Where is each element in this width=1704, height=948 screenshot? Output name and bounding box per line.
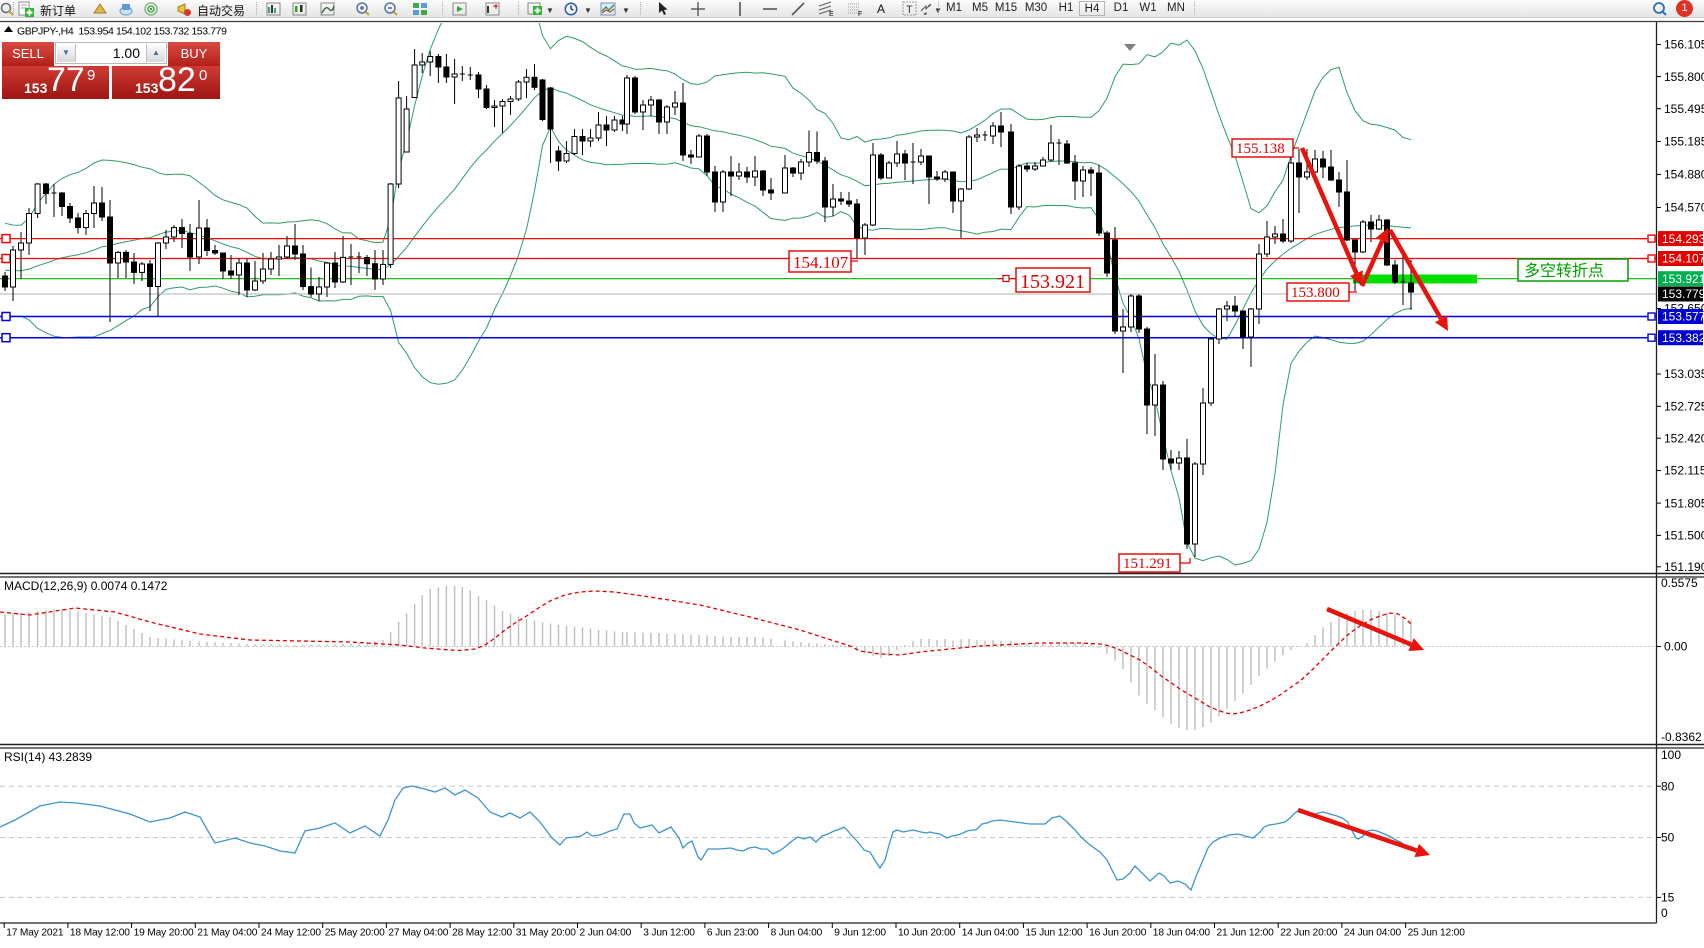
svg-text:155.185: 155.185 bbox=[1664, 135, 1704, 149]
svg-text:154.880: 154.880 bbox=[1664, 168, 1704, 182]
svg-text:151.190: 151.190 bbox=[1664, 560, 1704, 574]
svg-text:F: F bbox=[858, 11, 862, 17]
svg-text:6 Jun 23:00: 6 Jun 23:00 bbox=[707, 928, 759, 939]
svg-text:18 May 12:00: 18 May 12:00 bbox=[70, 928, 130, 939]
svg-text:153.382: 153.382 bbox=[1662, 331, 1704, 345]
svg-text:50: 50 bbox=[1661, 831, 1675, 845]
svg-text:152.420: 152.420 bbox=[1664, 431, 1704, 445]
svg-text:0: 0 bbox=[1661, 906, 1668, 920]
svg-text:14 Jun 04:00: 14 Jun 04:00 bbox=[962, 928, 1020, 939]
svg-text:17 May 2021: 17 May 2021 bbox=[6, 928, 64, 939]
svg-text:0.5575: 0.5575 bbox=[1661, 576, 1698, 590]
svg-text:151.805: 151.805 bbox=[1664, 496, 1704, 510]
svg-text:155.800: 155.800 bbox=[1664, 70, 1704, 84]
svg-text:153.921: 153.921 bbox=[1020, 271, 1085, 293]
svg-text:151.500: 151.500 bbox=[1664, 529, 1704, 543]
svg-text:155.495: 155.495 bbox=[1664, 102, 1704, 116]
svg-text:24 Jun 04:00: 24 Jun 04:00 bbox=[1344, 928, 1402, 939]
svg-text:9 Jun 12:00: 9 Jun 12:00 bbox=[834, 928, 886, 939]
svg-text:27 May 04:00: 27 May 04:00 bbox=[388, 928, 448, 939]
svg-text:16 Jun 20:00: 16 Jun 20:00 bbox=[1089, 928, 1147, 939]
svg-text:-0.8362: -0.8362 bbox=[1661, 730, 1702, 744]
svg-text:153.921: 153.921 bbox=[1662, 272, 1704, 286]
svg-text:153.035: 153.035 bbox=[1664, 367, 1704, 381]
svg-text:10 Jun 20:00: 10 Jun 20:00 bbox=[898, 928, 956, 939]
svg-text:E: E bbox=[829, 11, 834, 17]
svg-text:155.138: 155.138 bbox=[1236, 141, 1285, 157]
svg-text:153.577: 153.577 bbox=[1662, 310, 1704, 324]
svg-text:RSI(14) 43.2839: RSI(14) 43.2839 bbox=[4, 750, 92, 764]
svg-text:100: 100 bbox=[1661, 748, 1681, 762]
svg-text:22 Jun 20:00: 22 Jun 20:00 bbox=[1280, 928, 1338, 939]
svg-text:25 Jun 12:00: 25 Jun 12:00 bbox=[1408, 928, 1466, 939]
svg-text:154.107: 154.107 bbox=[1662, 252, 1704, 266]
svg-text:153.800: 153.800 bbox=[1291, 285, 1340, 301]
svg-text:18 Jun 04:00: 18 Jun 04:00 bbox=[1153, 928, 1211, 939]
svg-text:152.725: 152.725 bbox=[1664, 400, 1704, 414]
svg-text:8 Jun 04:00: 8 Jun 04:00 bbox=[771, 928, 823, 939]
svg-text:151.291: 151.291 bbox=[1123, 556, 1172, 572]
svg-text:2 Jun 04:00: 2 Jun 04:00 bbox=[580, 928, 632, 939]
svg-text:T: T bbox=[906, 4, 913, 16]
svg-text:21 May 04:00: 21 May 04:00 bbox=[197, 928, 257, 939]
svg-text:多空转折点: 多空转折点 bbox=[1524, 262, 1604, 280]
svg-text:24 May 12:00: 24 May 12:00 bbox=[261, 928, 321, 939]
svg-text:154.570: 154.570 bbox=[1664, 201, 1704, 215]
svg-text:0.00: 0.00 bbox=[1664, 640, 1688, 654]
svg-text:25 May 20:00: 25 May 20:00 bbox=[325, 928, 385, 939]
svg-text:19 May 20:00: 19 May 20:00 bbox=[134, 928, 194, 939]
svg-text:154.107: 154.107 bbox=[793, 253, 849, 272]
svg-text:154.293: 154.293 bbox=[1662, 232, 1704, 246]
svg-text:3 Jun 12:00: 3 Jun 12:00 bbox=[643, 928, 695, 939]
svg-text:156.105: 156.105 bbox=[1664, 38, 1704, 52]
svg-text:GBPJPY-,H4 153.954 154.102 15: GBPJPY-,H4 153.954 154.102 153.732 153.7… bbox=[17, 26, 227, 38]
svg-text:31 May 20:00: 31 May 20:00 bbox=[516, 928, 576, 939]
svg-text:80: 80 bbox=[1661, 779, 1675, 793]
svg-text:21 Jun 12:00: 21 Jun 12:00 bbox=[1217, 928, 1275, 939]
svg-text:15: 15 bbox=[1661, 891, 1675, 905]
svg-text:28 May 12:00: 28 May 12:00 bbox=[452, 928, 512, 939]
svg-text:152.115: 152.115 bbox=[1664, 464, 1704, 478]
svg-text:MACD(12,26,9) 0.0074 0.1472: MACD(12,26,9) 0.0074 0.1472 bbox=[4, 579, 168, 593]
svg-text:15 Jun 12:00: 15 Jun 12:00 bbox=[1025, 928, 1083, 939]
svg-text:153.779: 153.779 bbox=[1662, 287, 1704, 301]
